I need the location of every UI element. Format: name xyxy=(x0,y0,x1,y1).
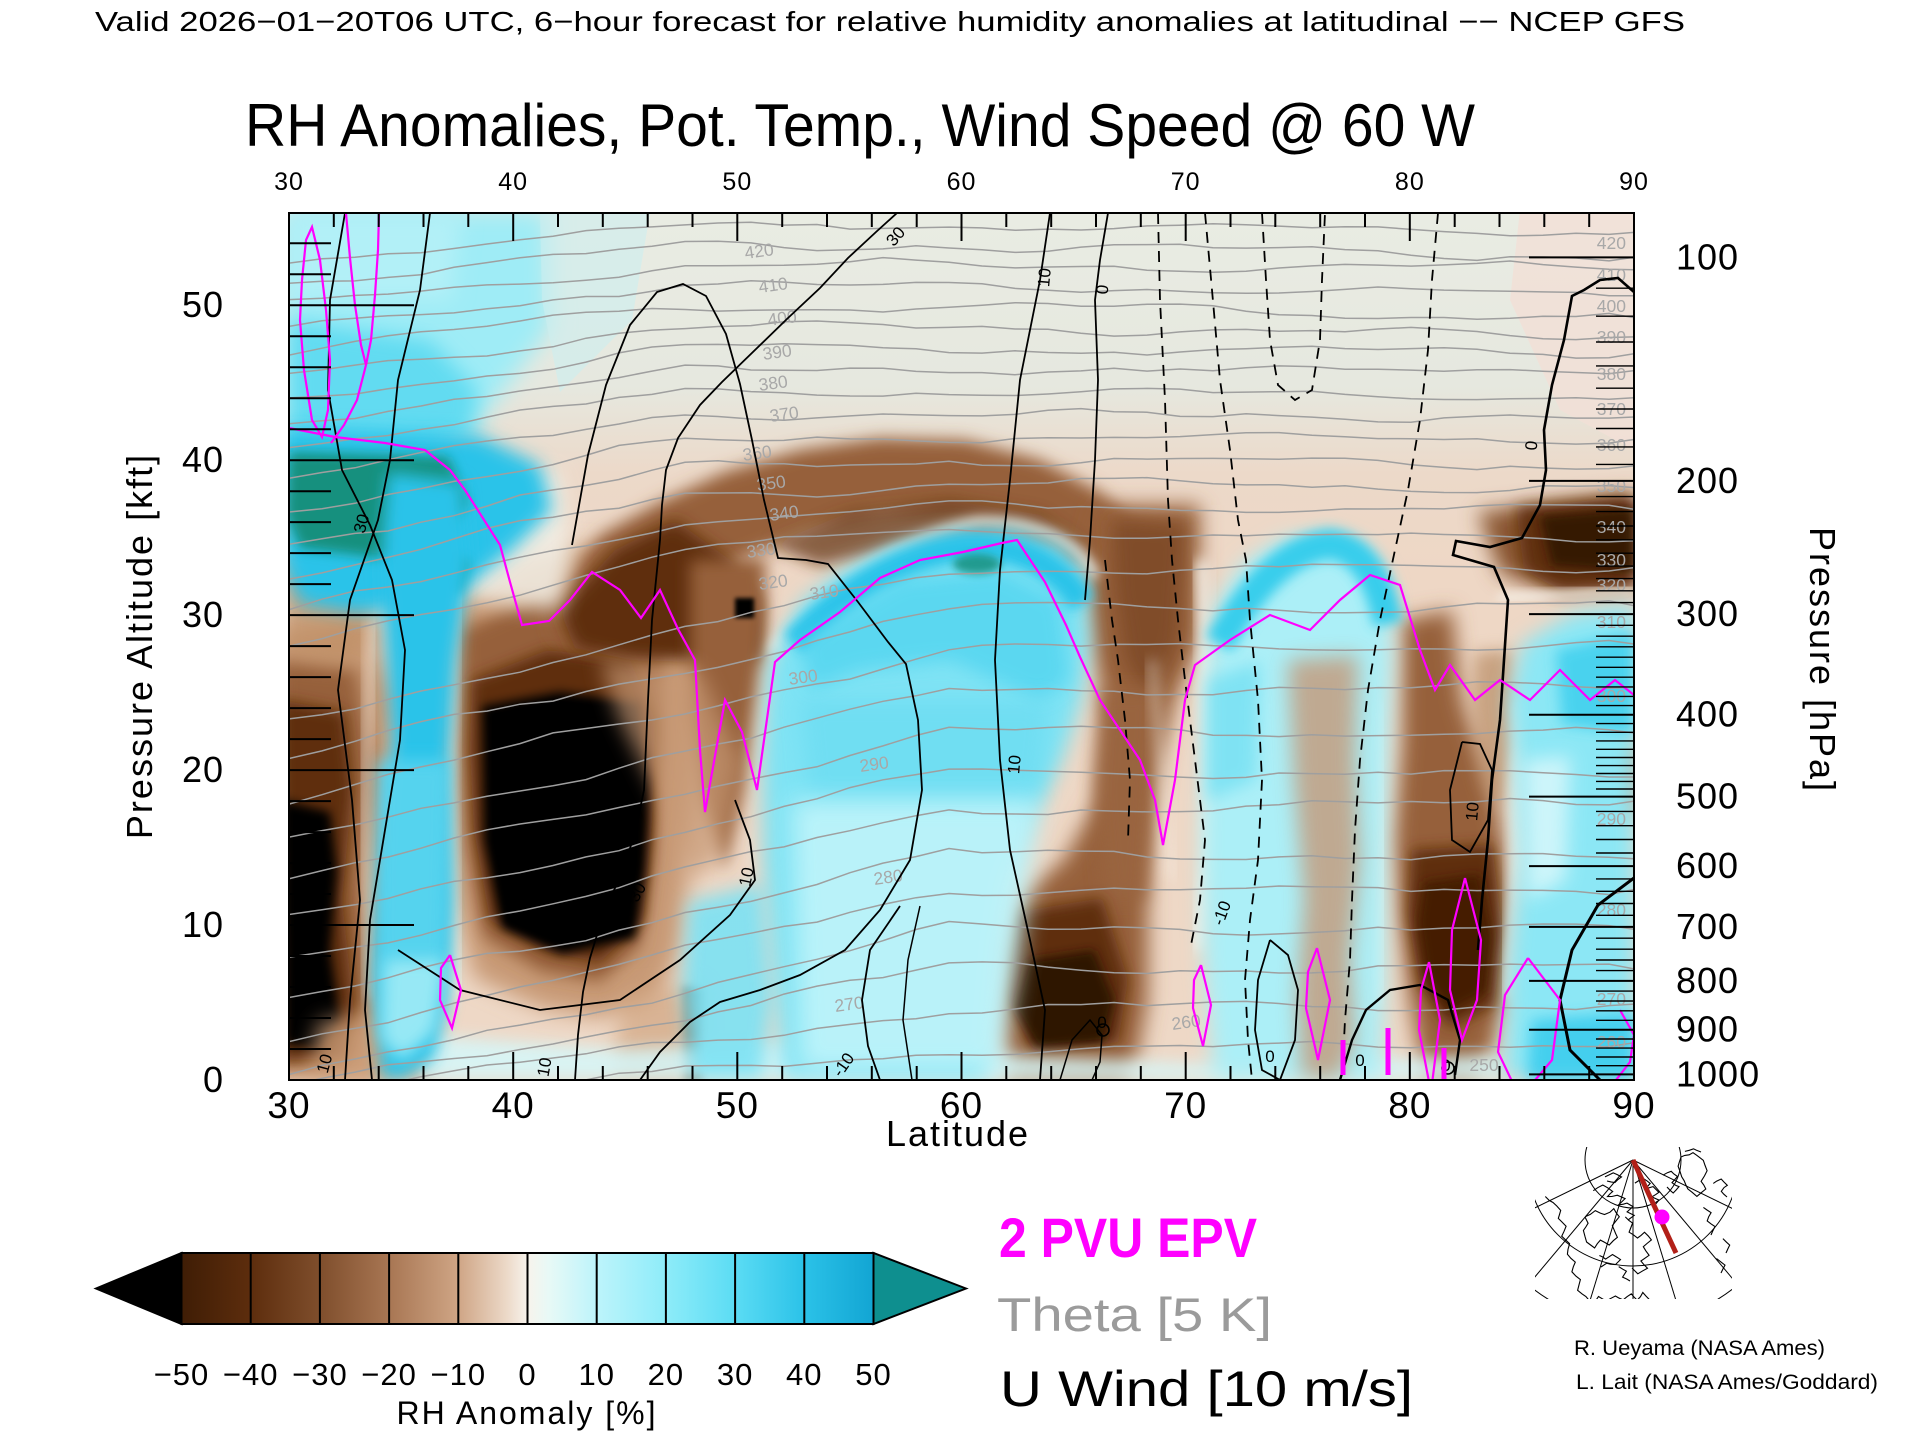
svg-text:Pressure [hPa]: Pressure [hPa] xyxy=(1802,527,1843,793)
svg-text:290: 290 xyxy=(858,752,890,776)
svg-text:330: 330 xyxy=(745,538,777,562)
svg-text:360: 360 xyxy=(741,441,773,465)
svg-text:−10: −10 xyxy=(431,1357,487,1392)
svg-text:40: 40 xyxy=(182,439,224,480)
svg-text:90: 90 xyxy=(1619,168,1649,196)
svg-text:260: 260 xyxy=(1597,1032,1626,1052)
svg-text:RH Anomalies, Pot. Temp., Wind: RH Anomalies, Pot. Temp., Wind Speed @ 6… xyxy=(245,92,1475,159)
svg-text:90: 90 xyxy=(1612,1085,1655,1126)
svg-text:−40: −40 xyxy=(223,1357,279,1392)
svg-text:50: 50 xyxy=(722,168,752,196)
svg-text:−20: −20 xyxy=(361,1357,417,1392)
svg-text:300: 300 xyxy=(787,665,819,689)
svg-text:420: 420 xyxy=(743,239,775,263)
svg-text:40: 40 xyxy=(492,1085,535,1126)
svg-text:310: 310 xyxy=(808,580,840,604)
svg-text:700: 700 xyxy=(1676,906,1739,947)
svg-text:100: 100 xyxy=(1676,236,1739,277)
svg-text:340: 340 xyxy=(1597,517,1626,537)
svg-text:30: 30 xyxy=(274,168,304,196)
svg-text:10: 10 xyxy=(735,866,758,888)
svg-text:600: 600 xyxy=(1676,845,1739,886)
svg-text:270: 270 xyxy=(833,992,865,1016)
svg-text:40: 40 xyxy=(786,1357,822,1392)
svg-text:0: 0 xyxy=(1097,1013,1106,1032)
svg-text:390: 390 xyxy=(761,340,793,364)
svg-text:200: 200 xyxy=(1676,460,1739,501)
svg-text:320: 320 xyxy=(1597,575,1626,595)
svg-text:Pressure Altitude [kft]: Pressure Altitude [kft] xyxy=(119,453,160,839)
svg-text:80: 80 xyxy=(1388,1085,1431,1126)
svg-text:50: 50 xyxy=(182,284,224,325)
svg-text:30: 30 xyxy=(267,1085,310,1126)
svg-text:50: 50 xyxy=(716,1085,759,1126)
svg-text:−30: −30 xyxy=(292,1357,348,1392)
svg-text:390: 390 xyxy=(1597,327,1626,347)
svg-text:370: 370 xyxy=(768,402,800,426)
svg-text:400: 400 xyxy=(1597,296,1626,316)
svg-text:250: 250 xyxy=(1469,1055,1498,1075)
svg-text:360: 360 xyxy=(1597,435,1626,455)
svg-text:330: 330 xyxy=(1597,550,1626,570)
svg-text:300: 300 xyxy=(1676,593,1739,634)
svg-text:L. Lait (NASA Ames/Goddard): L. Lait (NASA Ames/Goddard) xyxy=(1576,1371,1878,1394)
svg-text:400: 400 xyxy=(1676,694,1739,735)
svg-text:0: 0 xyxy=(1265,1047,1274,1066)
svg-text:Theta [5 K]: Theta [5 K] xyxy=(997,1288,1272,1341)
svg-text:320: 320 xyxy=(757,570,789,594)
svg-text:U Wind [10 m/s]: U Wind [10 m/s] xyxy=(1000,1361,1413,1417)
svg-text:30: 30 xyxy=(717,1357,753,1392)
svg-text:0: 0 xyxy=(518,1357,536,1392)
svg-text:60: 60 xyxy=(940,1085,983,1126)
svg-text:10: 10 xyxy=(1034,267,1055,288)
svg-text:350: 350 xyxy=(1597,476,1626,496)
svg-text:410: 410 xyxy=(757,273,789,297)
svg-text:30: 30 xyxy=(350,512,373,535)
svg-text:80: 80 xyxy=(1395,168,1425,196)
svg-text:10: 10 xyxy=(578,1357,614,1392)
svg-text:−50: −50 xyxy=(154,1357,210,1392)
svg-text:10: 10 xyxy=(1462,801,1483,822)
svg-text:900: 900 xyxy=(1676,1009,1739,1050)
svg-text:0: 0 xyxy=(1355,1051,1364,1070)
svg-text:70: 70 xyxy=(1164,1085,1207,1126)
svg-text:270: 270 xyxy=(1597,989,1626,1009)
svg-text:Latitude: Latitude xyxy=(886,1113,1030,1154)
svg-text:350: 350 xyxy=(755,471,787,495)
svg-text:10: 10 xyxy=(182,904,224,945)
svg-text:10: 10 xyxy=(1004,754,1025,775)
svg-text:310: 310 xyxy=(1597,612,1626,632)
svg-text:20: 20 xyxy=(648,1357,684,1392)
svg-text:1000: 1000 xyxy=(1676,1053,1760,1094)
svg-text:20: 20 xyxy=(182,749,224,790)
svg-text:30: 30 xyxy=(182,594,224,635)
svg-text:290: 290 xyxy=(1597,809,1626,829)
svg-text:Valid 2026−01−20T06 UTC, 6−hou: Valid 2026−01−20T06 UTC, 6−hour forecast… xyxy=(95,6,1685,37)
svg-text:RH Anomaly [%]: RH Anomaly [%] xyxy=(397,1395,658,1431)
svg-text:50: 50 xyxy=(855,1357,891,1392)
svg-text:380: 380 xyxy=(757,371,789,395)
svg-text:0: 0 xyxy=(203,1059,224,1100)
svg-text:70: 70 xyxy=(1171,168,1201,196)
svg-text:0: 0 xyxy=(1093,284,1113,295)
svg-text:340: 340 xyxy=(768,501,800,525)
svg-text:380: 380 xyxy=(1597,364,1626,384)
svg-text:R. Ueyama (NASA Ames): R. Ueyama (NASA Ames) xyxy=(1574,1337,1825,1360)
svg-text:10: 10 xyxy=(534,1056,556,1078)
svg-text:2 PVU EPV: 2 PVU EPV xyxy=(999,1206,1257,1269)
svg-text:10: 10 xyxy=(313,1052,336,1075)
svg-text:420: 420 xyxy=(1597,233,1626,253)
svg-text:40: 40 xyxy=(498,168,528,196)
svg-text:400: 400 xyxy=(766,306,798,330)
svg-text:60: 60 xyxy=(947,168,977,196)
svg-text:500: 500 xyxy=(1676,776,1739,817)
svg-text:800: 800 xyxy=(1676,960,1739,1001)
svg-text:0: 0 xyxy=(1522,440,1542,451)
